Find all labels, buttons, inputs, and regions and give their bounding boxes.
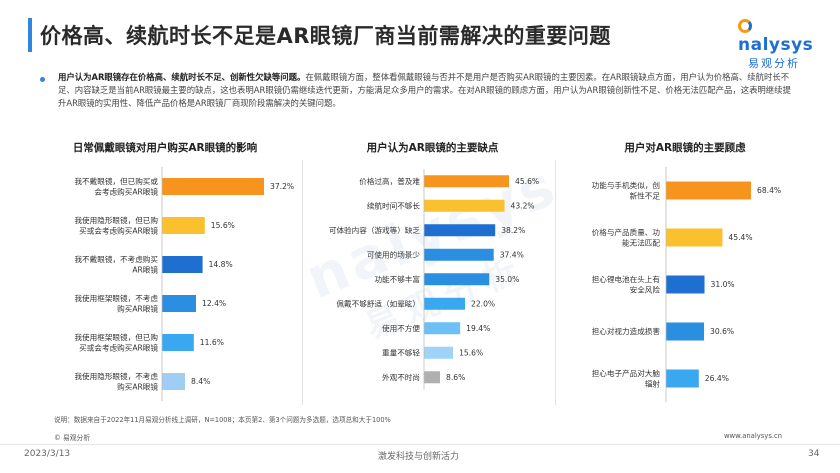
footer-divider [0, 444, 840, 445]
data-label: 35.0% [495, 275, 519, 284]
category-label: 购买AR眼镜 [117, 303, 158, 313]
category-label: 价格过高，普及难 [359, 176, 420, 186]
category-label: 价格与产品质量、功 [592, 227, 661, 237]
data-label: 11.6% [200, 338, 224, 347]
category-label: 买或会考虑购买AR眼镜 [79, 342, 158, 352]
bar [162, 295, 196, 312]
data-label: 37.4% [500, 250, 524, 259]
bar [424, 248, 494, 261]
bar [666, 369, 699, 388]
category-label: 会考虑购买AR眼镜 [94, 186, 158, 196]
category-label: 我使用框架眼镜，不考虑 [74, 293, 158, 303]
bar [424, 322, 461, 335]
data-label: 38.2% [501, 226, 525, 235]
category-label: 重量不够轻 [382, 347, 420, 357]
analysys-logo: nalysys 易观分析 [738, 16, 828, 70]
category-label: AR眼镜 [132, 264, 158, 274]
chart1-title: 日常佩戴眼镜对用户购买AR眼镜的影响 [72, 142, 258, 154]
data-label: 37.2% [270, 182, 294, 191]
bar [162, 178, 264, 195]
website-link[interactable]: www.analysys.cn [724, 432, 783, 440]
data-label: 68.4% [757, 186, 781, 195]
bar [424, 175, 509, 188]
category-label: 买或会考虑购买AR眼镜 [79, 225, 158, 235]
bar [162, 256, 203, 273]
category-label: 安全风险 [630, 284, 661, 294]
category-label: 担心锂电池在头上有 [592, 274, 661, 284]
bullet-dot-icon [40, 77, 45, 82]
data-label: 8.6% [446, 373, 465, 382]
category-label: 续航时间不够长 [367, 200, 421, 210]
summary-bold: 用户认为AR眼镜存在价格高、续航时长不足、创新性欠缺等问题。 [58, 72, 306, 82]
bar [424, 297, 466, 310]
data-label: 22.0% [471, 299, 495, 308]
bar [666, 228, 723, 247]
data-label: 12.4% [202, 299, 226, 308]
data-label: 43.2% [511, 201, 535, 210]
data-label: 45.6% [515, 177, 539, 186]
bar [162, 217, 205, 234]
category-label: 使用不方便 [382, 323, 420, 333]
category-label: 功能与手机类似，创 [592, 180, 660, 190]
category-label: 可使用的场景少 [367, 249, 421, 259]
category-label: 新性不足 [630, 190, 661, 200]
chart-main-drawbacks: 价格过高，普及难 45.6% 续航时间不够长 43.2% 可体验内容（游戏等）缺乏 38.… [329, 169, 539, 390]
category-label: 担心对视力造成损害 [592, 326, 661, 336]
logo-chinese: 易观分析 [748, 57, 800, 70]
chart3-title: 用户对AR眼镜的主要顾虑 [624, 142, 746, 154]
bar [666, 181, 751, 200]
category-label: 外观不时尚 [382, 372, 420, 382]
chart2-title: 用户认为AR眼镜的主要缺点 [366, 142, 499, 154]
data-label: 30.6% [710, 327, 734, 336]
category-label: 我使用隐形眼镜，不考虑 [74, 371, 158, 381]
category-label: 我使用隐形眼镜，但已购 [74, 215, 158, 225]
bar [666, 322, 705, 341]
data-label: 31.0% [711, 280, 735, 289]
bar [162, 334, 194, 351]
category-label: 辐射 [645, 378, 661, 388]
bar [424, 346, 454, 359]
category-label: 我不戴眼镜，但已购买或 [74, 176, 158, 186]
data-label: 15.6% [211, 221, 235, 230]
category-label: 我不戴眼镜，不考虑购买 [74, 254, 158, 264]
category-label: 可体验内容（游戏等）缺乏 [329, 225, 421, 235]
report-date: 2023/3/13 [24, 449, 71, 459]
panel-divider-2 [555, 160, 556, 405]
panel-divider-1 [302, 160, 303, 405]
bar [666, 275, 705, 294]
title-accent-bar [28, 18, 32, 52]
summary-paragraph: 用户认为AR眼镜存在价格高、续航时长不足、创新性欠缺等问题。在佩戴眼镜方面，整体… [58, 71, 798, 110]
data-label: 14.8% [209, 260, 233, 269]
logo-english: nalysys [738, 35, 814, 55]
category-label: 购买AR眼镜 [117, 381, 158, 391]
category-label: 能无法匹配 [622, 237, 660, 247]
data-label: 8.4% [191, 377, 210, 386]
footnote: 说明：数据来自于2022年11月易观分析线上调研，N=1008；本页第2、第3个… [54, 416, 391, 424]
bar [424, 199, 505, 212]
page-number: 34 [808, 449, 820, 459]
category-label: 我使用框架眼镜，但已购 [74, 332, 158, 342]
footer-slogan: 激发科技与创新活力 [378, 452, 460, 462]
bar [424, 224, 496, 237]
bar [162, 373, 186, 390]
data-label: 15.6% [459, 348, 483, 357]
category-label: 佩戴不够舒适（如晕眩） [336, 298, 420, 308]
data-label: 19.4% [466, 324, 490, 333]
data-label: 45.4% [728, 233, 752, 242]
summary-text: 在佩戴眼镜方面，整体看佩戴眼镜与否并不是用户是否购买AR眼镜的主要因素。在AR眼… [58, 72, 791, 108]
copyright: © 易观分析 [54, 434, 91, 442]
data-label: 26.4% [705, 374, 729, 383]
category-label: 担心电子产品对大脑 [592, 368, 661, 378]
page-title: 价格高、续航时长不足是AR眼镜厂商当前需解决的重要问题 [40, 24, 611, 48]
logo-mark-icon [738, 19, 752, 33]
bar [424, 371, 441, 384]
bar [424, 273, 490, 286]
category-label: 功能不够丰富 [374, 274, 420, 284]
